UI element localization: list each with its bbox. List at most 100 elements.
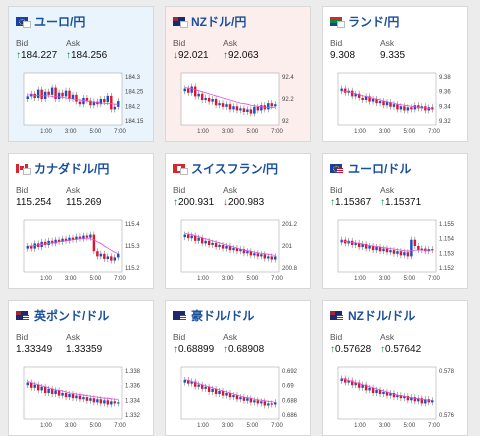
- card-header[interactable]: NZドル/円: [173, 12, 246, 30]
- candle-body: [61, 393, 64, 396]
- x-tick-label: 3:00: [379, 276, 391, 282]
- candle-body: [75, 94, 78, 102]
- ask-value: ↑92.063: [223, 50, 259, 61]
- candle-body: [43, 91, 47, 99]
- candle-body: [99, 99, 103, 105]
- x-tick-label: 3:00: [222, 423, 234, 429]
- currency-pair-link[interactable]: NZドル/ドル: [348, 308, 416, 323]
- candlestick-chart[interactable]: 9.38 9.36 9.34 9.32 1:00 3:00 5:00 7:00: [326, 67, 466, 142]
- candle-body: [378, 389, 382, 395]
- candle-body: [92, 398, 96, 403]
- y-tick-label: 1.152: [439, 266, 455, 272]
- x-tick-label: 5:00: [246, 276, 258, 282]
- candle-body: [431, 249, 434, 251]
- bid-value: 1.33349: [16, 344, 53, 355]
- rate-card[interactable]: ランド/円 Bid Ask 9.308 9.335 9.38 9.36 9.34 9.…: [322, 6, 468, 142]
- y-tick-label: 184.2: [125, 104, 141, 110]
- ask-label: Ask: [380, 38, 395, 48]
- candle-body: [406, 396, 410, 401]
- rate-card[interactable]: 英ポンド/ドル Bid Ask 1.33349 1.33359 1.338 1.3…: [8, 300, 154, 436]
- card-header[interactable]: 英ポンド/ドル: [16, 306, 109, 324]
- currency-pair-link[interactable]: 英ポンド/ドル: [34, 308, 110, 323]
- candle-body: [385, 102, 389, 106]
- candle-body: [382, 391, 385, 395]
- moving-average-line: [341, 240, 433, 252]
- candle-body: [361, 97, 364, 101]
- candle-body: [228, 393, 232, 398]
- candle-body: [249, 109, 253, 114]
- candle-body: [89, 398, 92, 401]
- candle-body: [64, 238, 68, 241]
- y-tick-label: 0.688: [282, 398, 298, 404]
- candle-body: [54, 390, 57, 395]
- currency-pair-link[interactable]: 豪ドル/ドル: [191, 308, 255, 323]
- candle-body: [256, 253, 260, 257]
- candlestick-chart[interactable]: 1.338 1.336 1.334 1.332 1:00 3:00 5:00 7:00: [12, 361, 152, 436]
- y-tick-label: 115.4: [125, 222, 140, 228]
- candle-body: [75, 236, 78, 240]
- candle-body: [417, 246, 420, 251]
- rate-card[interactable]: NZドル/ドル Bid Ask ↑0.57628 ↑0.57642 0.578 0…: [322, 300, 468, 436]
- candle-body: [406, 107, 410, 111]
- x-tick-label: 5:00: [89, 129, 101, 135]
- currency-pair-link[interactable]: ランド/円: [348, 14, 400, 29]
- card-header[interactable]: 豪ドル/ドル: [173, 306, 254, 324]
- ask-value: ↑0.57642: [380, 344, 422, 355]
- card-header[interactable]: カナダドル/円: [16, 159, 109, 177]
- candlestick-chart[interactable]: 184.3 184.25 184.2 184.15 1:00 3:00 5:00 7:00: [12, 67, 152, 142]
- bid-value: ↑1.15367: [330, 197, 372, 208]
- x-tick-label: 7:00: [428, 276, 440, 282]
- candlestick-chart[interactable]: 1.155 1.154 1.153 1.152 1:00 3:00 5:00 7:00: [326, 214, 466, 289]
- y-tick-label: 200.8: [282, 266, 298, 272]
- candlestick-chart[interactable]: 115.4 115.3 115.2 1:00 3:00 5:00 7:00: [12, 214, 152, 289]
- x-tick-label: 7:00: [271, 129, 283, 135]
- candlestick-chart[interactable]: 0.578 0.576 1:00 3:00 5:00 7:00: [326, 361, 466, 436]
- candlestick-chart[interactable]: 0.692 0.69 0.688 0.686 1:00 3:00 5:00 7:00: [169, 361, 309, 436]
- bid-label: Bid: [173, 332, 186, 342]
- rate-card[interactable]: 豪ドル/ドル Bid Ask ↑0.68899 ↑0.68908 0.692 0.…: [165, 300, 311, 436]
- rate-card[interactable]: スイスフラン/円 Bid Ask ↑200.931 ↓200.983 201.2…: [165, 153, 311, 289]
- candle-body: [183, 380, 186, 383]
- candle-body: [211, 99, 214, 102]
- moving-average-line: [27, 381, 119, 400]
- candle-body: [249, 251, 253, 256]
- x-tick-label: 3:00: [379, 129, 391, 135]
- x-tick-label: 3:00: [379, 423, 391, 429]
- currency-pair-link[interactable]: カナダドル/円: [34, 161, 110, 176]
- candlestick-chart[interactable]: 201.2 201 200.8 1:00 3:00 5:00 7:00: [169, 214, 309, 289]
- candle-body: [71, 237, 75, 240]
- currency-pair-link[interactable]: ユーロ/円: [34, 14, 86, 29]
- candle-body: [274, 104, 277, 107]
- candle-body: [350, 90, 354, 97]
- currency-pair-link[interactable]: スイスフラン/円: [191, 161, 278, 176]
- ask-value: 1.33359: [66, 344, 103, 355]
- candle-body: [417, 398, 420, 402]
- currency-pair-link[interactable]: ユーロ/ドル: [348, 161, 412, 176]
- rate-card[interactable]: カナダドル/円 Bid Ask 115.254 115.269 115.4 115…: [8, 153, 154, 289]
- candle-body: [204, 240, 207, 244]
- x-tick-label: 7:00: [271, 423, 283, 429]
- ask-value: ↑1.15371: [380, 197, 422, 208]
- rate-card[interactable]: ユーロ/ドル Bid Ask ↑1.15367 ↑1.15371 1.155 1.…: [322, 153, 468, 289]
- x-tick-label: 1:00: [354, 129, 366, 135]
- card-header[interactable]: スイスフラン/円: [173, 159, 278, 177]
- card-header[interactable]: NZドル/ドル: [330, 306, 415, 324]
- candle-body: [260, 254, 263, 257]
- y-tick-label: 184.15: [125, 119, 144, 125]
- y-tick-label: 184.25: [125, 90, 144, 96]
- currency-pair-link[interactable]: NZドル/円: [191, 14, 247, 29]
- card-header[interactable]: ランド/円: [330, 12, 399, 30]
- y-tick-label: 9.32: [439, 119, 451, 125]
- rate-card[interactable]: NZドル/円 Bid Ask ↓92.021 ↑92.063 92.4 92.2 9…: [165, 6, 311, 142]
- candle-body: [110, 401, 113, 405]
- card-header[interactable]: ユーロ/ドル: [330, 159, 411, 177]
- bid-label: Bid: [173, 185, 186, 195]
- candlestick-chart[interactable]: 92.4 92.2 92 1:00 3:00 5:00 7:00: [169, 67, 309, 142]
- ch-jp-flag-icon: [173, 163, 188, 175]
- rate-card[interactable]: ユーロ/円 Bid Ask ↑184.227 ↑184.256 184.3 184…: [8, 6, 154, 142]
- candle-body: [396, 251, 399, 254]
- card-header[interactable]: ユーロ/円: [16, 12, 85, 30]
- candle-body: [26, 96, 29, 99]
- candle-body: [89, 234, 92, 238]
- candle-body: [235, 106, 239, 111]
